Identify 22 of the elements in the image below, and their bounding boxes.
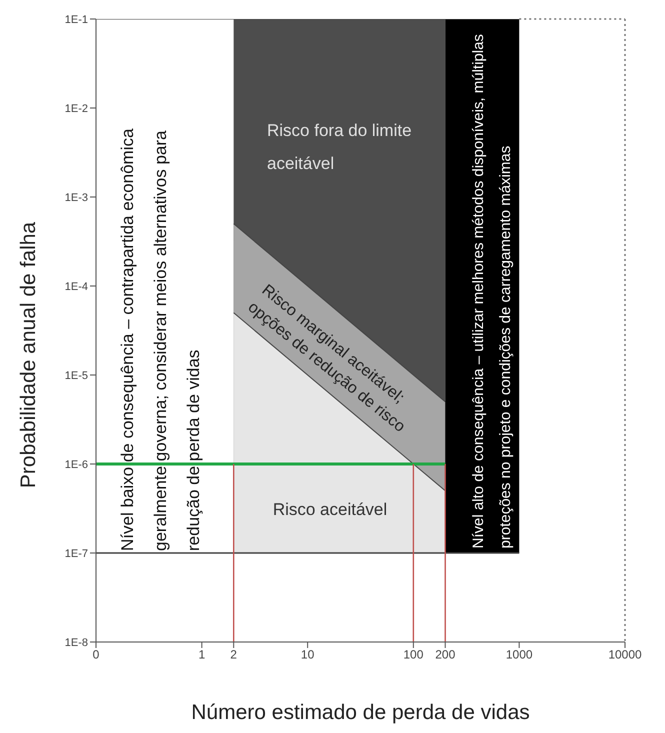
y-tick-label: 1E-6: [64, 458, 88, 471]
y-tick-label: 1E-7: [64, 548, 88, 560]
y-axis-title: Probabilidade anual de falha: [17, 222, 40, 488]
annotation: Risco aceitável: [272, 499, 388, 521]
y-tick-label: 1E-8: [64, 636, 88, 649]
x-tick-label: 2: [230, 648, 238, 662]
x-tick-label: 0: [92, 648, 100, 662]
y-tick-label: 1E-4: [64, 280, 88, 293]
annotation: Nível baixo de consequência – contrapartida econômica geralmente governa; considerar meios alternativos para redução de perda de vidas: [116, 128, 204, 551]
x-tick-label: 100: [403, 648, 424, 662]
annotation: Risco fora do limite aceitável: [267, 120, 413, 175]
x-tick-label: 1: [198, 648, 206, 662]
x-tick-label: 200: [435, 648, 456, 662]
annotation: Nível alto de consequência – utilizar melhores métodos disponíveis, múltiplas proteções no projeto e condições de carregamento máximas: [469, 34, 515, 548]
x-tick-label: 10000: [608, 648, 642, 662]
x-tick-label: 1000: [506, 648, 533, 662]
y-tick-label: 1E-5: [64, 370, 88, 382]
x-axis-title: Número estimado de perda de vidas: [191, 701, 530, 724]
y-tick-label: 1E-2: [64, 102, 88, 115]
y-tick-label: 1E-1: [64, 14, 88, 26]
y-tick-label: 1E-3: [64, 192, 88, 204]
x-tick-label: 10: [300, 648, 315, 662]
